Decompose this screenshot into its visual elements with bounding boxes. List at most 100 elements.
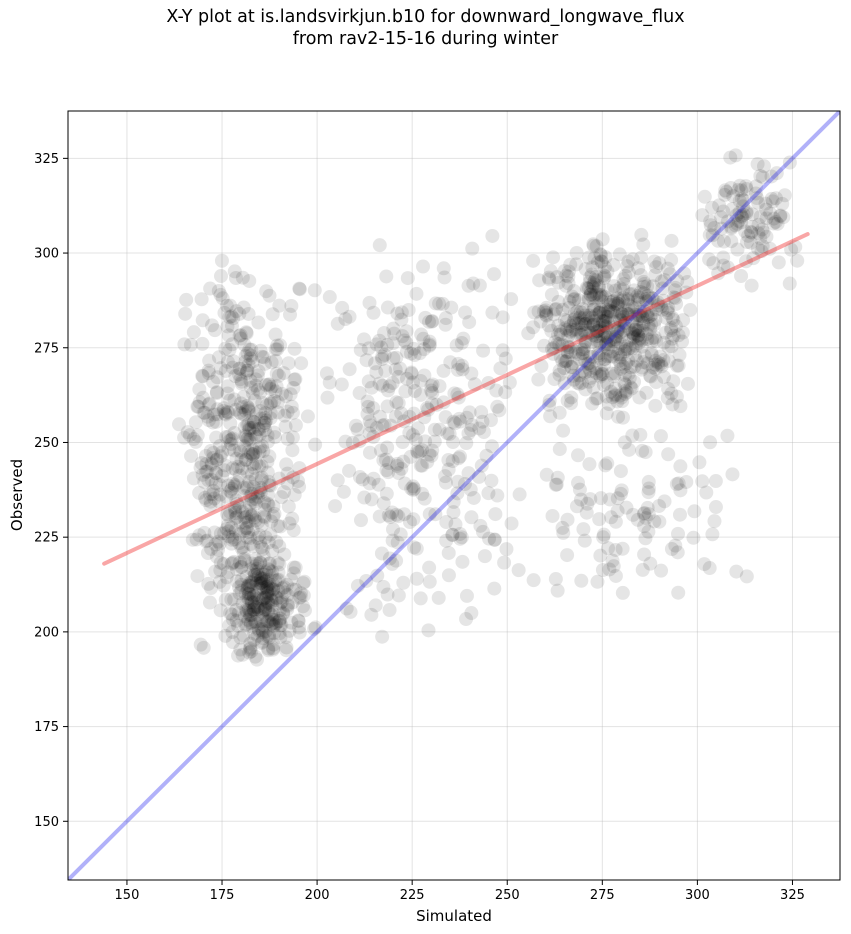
- data-point: [490, 488, 505, 503]
- data-point: [377, 417, 392, 432]
- data-point: [220, 386, 235, 401]
- data-point: [273, 630, 288, 645]
- data-point: [282, 516, 297, 531]
- data-point: [369, 337, 384, 352]
- data-point: [592, 338, 607, 353]
- data-point: [600, 341, 615, 356]
- data-point: [625, 325, 640, 340]
- data-point: [406, 482, 421, 497]
- data-point: [262, 288, 277, 303]
- data-point: [754, 244, 769, 259]
- data-point: [581, 250, 596, 265]
- data-point: [577, 533, 592, 548]
- data-point: [626, 507, 641, 522]
- data-point: [218, 341, 233, 356]
- data-point: [268, 327, 283, 342]
- data-point: [438, 475, 453, 490]
- data-point: [257, 415, 272, 430]
- data-point: [247, 595, 262, 610]
- data-point: [283, 307, 298, 322]
- data-point: [644, 317, 659, 332]
- data-point: [556, 525, 571, 540]
- data-point: [557, 376, 572, 391]
- data-point: [768, 191, 783, 206]
- data-point: [234, 376, 249, 391]
- data-point: [350, 422, 365, 437]
- data-point: [238, 354, 253, 369]
- data-point: [376, 453, 391, 468]
- data-point: [454, 530, 469, 545]
- data-point: [420, 401, 435, 416]
- data-point: [562, 294, 577, 309]
- data-point: [566, 372, 581, 387]
- data-point: [640, 356, 655, 371]
- data-point: [641, 485, 656, 500]
- data-point: [234, 452, 249, 467]
- data-point: [388, 409, 403, 424]
- data-point: [611, 341, 626, 356]
- data-point: [277, 547, 292, 562]
- data-point: [224, 536, 239, 551]
- data-point: [561, 276, 576, 291]
- data-point: [248, 496, 263, 511]
- data-point: [233, 515, 248, 530]
- data-point: [380, 587, 395, 602]
- data-point: [670, 273, 685, 288]
- data-point: [536, 304, 551, 319]
- data-point: [578, 316, 593, 331]
- data-point: [635, 310, 650, 325]
- data-point: [253, 576, 268, 591]
- data-point: [256, 631, 271, 646]
- data-point: [592, 287, 607, 302]
- data-point: [260, 454, 275, 469]
- data-point: [260, 594, 275, 609]
- data-point: [654, 274, 669, 289]
- data-point: [247, 494, 262, 509]
- data-point: [636, 355, 651, 370]
- data-point: [668, 291, 683, 306]
- data-point: [219, 298, 234, 313]
- data-point: [730, 216, 745, 231]
- data-point: [229, 509, 244, 524]
- data-point: [585, 396, 600, 411]
- data-point: [237, 510, 252, 525]
- data-point: [764, 191, 779, 206]
- data-point: [736, 207, 751, 222]
- data-point: [612, 353, 627, 368]
- data-point: [239, 510, 254, 525]
- data-point: [244, 342, 259, 357]
- plot-frame: [67, 110, 841, 881]
- data-point: [424, 383, 439, 398]
- data-point: [451, 390, 466, 405]
- data-point: [199, 456, 214, 471]
- data-point: [439, 515, 454, 530]
- data-point: [608, 568, 623, 583]
- data-point: [372, 238, 387, 253]
- data-point: [636, 279, 651, 294]
- data-point: [265, 307, 280, 322]
- data-point: [466, 490, 481, 505]
- data-point: [633, 268, 648, 283]
- data-point: [241, 401, 256, 416]
- data-point: [551, 318, 566, 333]
- data-point: [195, 336, 210, 351]
- data-point: [614, 483, 629, 498]
- data-point: [425, 314, 440, 329]
- data-point: [243, 616, 258, 631]
- data-point: [241, 402, 256, 417]
- data-point: [739, 206, 754, 221]
- data-point: [277, 408, 292, 423]
- data-point: [617, 435, 632, 450]
- data-point: [720, 214, 735, 229]
- data-point: [613, 336, 628, 351]
- data-point: [280, 431, 295, 446]
- data-point: [250, 607, 265, 622]
- data-point: [744, 278, 759, 293]
- data-point: [589, 308, 604, 323]
- data-point: [583, 316, 598, 331]
- data-point: [292, 479, 307, 494]
- data-point: [248, 559, 263, 574]
- data-point: [220, 354, 235, 369]
- data-point: [669, 389, 684, 404]
- data-point: [726, 189, 741, 204]
